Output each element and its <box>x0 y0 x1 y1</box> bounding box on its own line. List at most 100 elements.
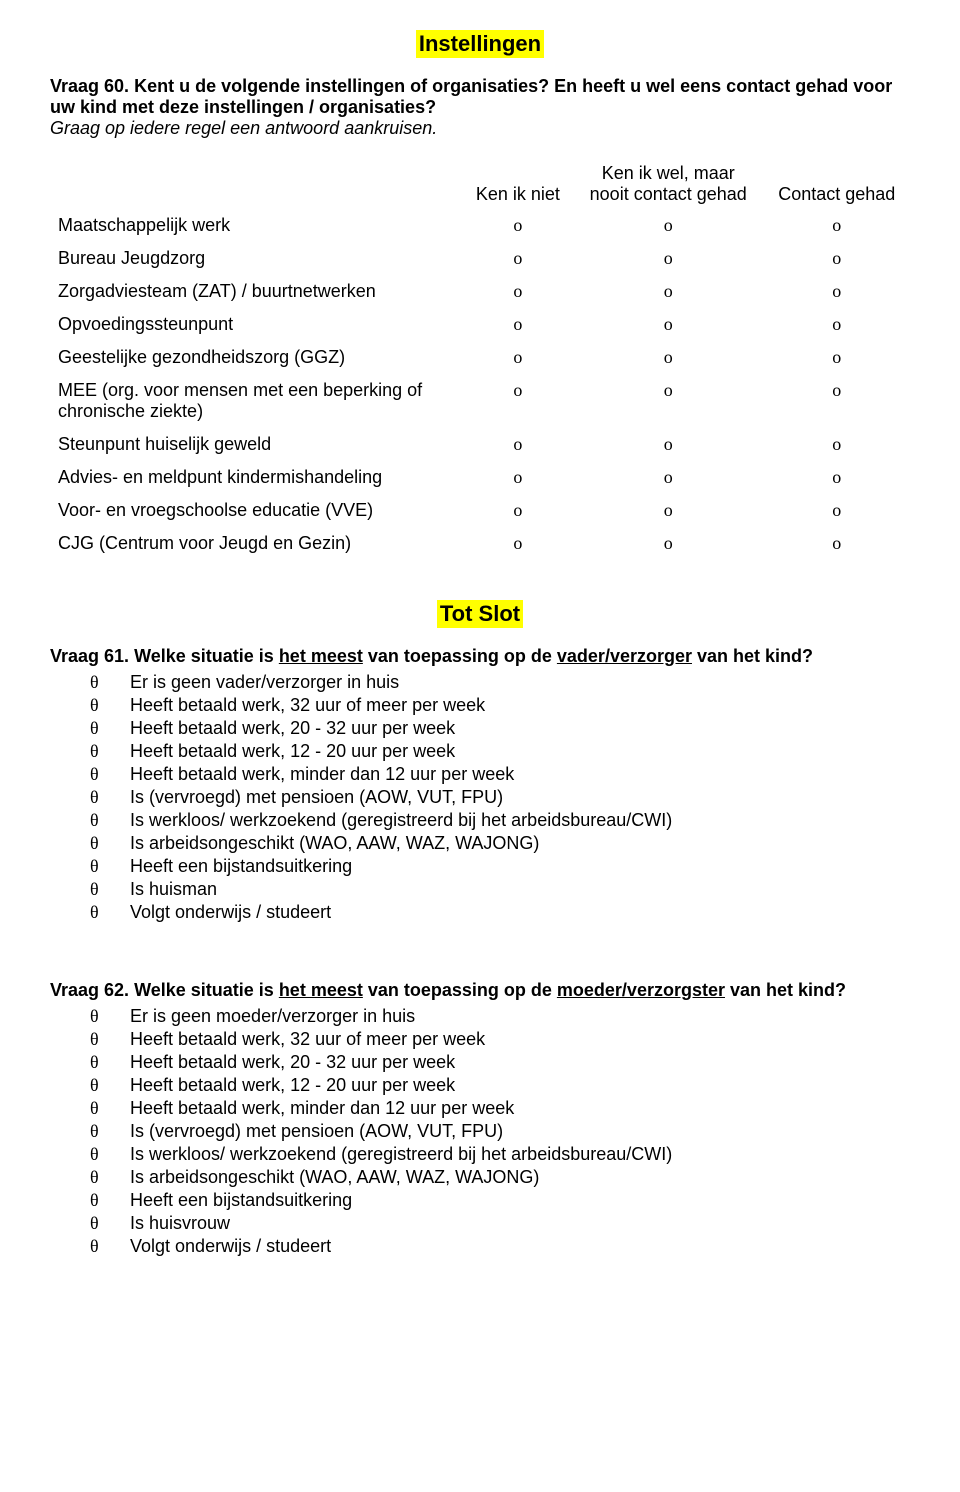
question-61: Vraag 61. Welke situatie is het meest va… <box>50 646 910 924</box>
radio-cell[interactable]: ο <box>463 461 573 494</box>
table-row: Bureau Jeugdzorgοοο <box>50 242 910 275</box>
list-item[interactable]: θIs arbeidsongeschikt (WAO, AAW, WAZ, WA… <box>90 832 910 855</box>
radio-cell[interactable]: ο <box>764 209 911 242</box>
row-label: CJG (Centrum voor Jeugd en Gezin) <box>50 527 463 560</box>
option-bullet: θ <box>90 856 130 877</box>
option-bullet: θ <box>90 1213 130 1234</box>
option-label: Heeft betaald werk, minder dan 12 uur pe… <box>130 764 514 785</box>
option-bullet: θ <box>90 764 130 785</box>
option-bullet: θ <box>90 672 130 693</box>
option-label: Heeft betaald werk, 12 - 20 uur per week <box>130 741 455 762</box>
q60-note: Graag op iedere regel een antwoord aankr… <box>50 118 910 139</box>
list-item[interactable]: θIs (vervroegd) met pensioen (AOW, VUT, … <box>90 786 910 809</box>
row-label: Opvoedingssteunpunt <box>50 308 463 341</box>
option-label: Heeft een bijstandsuitkering <box>130 1190 352 1211</box>
table-row: Maatschappelijk werkοοο <box>50 209 910 242</box>
list-item[interactable]: θHeeft betaald werk, minder dan 12 uur p… <box>90 1097 910 1120</box>
radio-cell[interactable]: ο <box>764 308 911 341</box>
radio-cell[interactable]: ο <box>764 242 911 275</box>
row-label: Geestelijke gezondheidszorg (GGZ) <box>50 341 463 374</box>
list-item[interactable]: θHeeft betaald werk, minder dan 12 uur p… <box>90 763 910 786</box>
option-label: Is (vervroegd) met pensioen (AOW, VUT, F… <box>130 1121 503 1142</box>
table-row: Zorgadviesteam (ZAT) / buurtnetwerkenοοο <box>50 275 910 308</box>
radio-cell[interactable]: ο <box>764 494 911 527</box>
radio-cell[interactable]: ο <box>573 461 764 494</box>
option-bullet: θ <box>90 718 130 739</box>
list-item[interactable]: θHeeft betaald werk, 32 uur of meer per … <box>90 694 910 717</box>
option-label: Heeft betaald werk, 12 - 20 uur per week <box>130 1075 455 1096</box>
radio-cell[interactable]: ο <box>463 209 573 242</box>
radio-cell[interactable]: ο <box>764 374 911 428</box>
list-item[interactable]: θEr is geen moeder/verzorger in huis <box>90 1005 910 1028</box>
radio-cell[interactable]: ο <box>463 242 573 275</box>
option-bullet: θ <box>90 1190 130 1211</box>
radio-cell[interactable]: ο <box>764 428 911 461</box>
radio-cell[interactable]: ο <box>764 341 911 374</box>
list-item[interactable]: θIs werkloos/ werkzoekend (geregistreerd… <box>90 1143 910 1166</box>
radio-cell[interactable]: ο <box>463 374 573 428</box>
option-label: Is huisman <box>130 879 217 900</box>
list-item[interactable]: θHeeft betaald werk, 12 - 20 uur per wee… <box>90 1074 910 1097</box>
option-bullet: θ <box>90 695 130 716</box>
section-title-instellingen: Instellingen <box>416 30 544 58</box>
radio-cell[interactable]: ο <box>764 461 911 494</box>
list-item[interactable]: θHeeft betaald werk, 20 - 32 uur per wee… <box>90 1051 910 1074</box>
radio-cell[interactable]: ο <box>573 428 764 461</box>
option-label: Is werkloos/ werkzoekend (geregistreerd … <box>130 1144 672 1165</box>
radio-cell[interactable]: ο <box>463 341 573 374</box>
option-label: Is arbeidsongeschikt (WAO, AAW, WAZ, WAJ… <box>130 833 539 854</box>
option-bullet: θ <box>90 1121 130 1142</box>
list-item[interactable]: θHeeft een bijstandsuitkering <box>90 855 910 878</box>
q60-table: Ken ik niet Ken ik wel, maar nooit conta… <box>50 159 910 560</box>
list-item[interactable]: θIs huisvrouw <box>90 1212 910 1235</box>
section-title-totslot: Tot Slot <box>437 600 523 628</box>
radio-cell[interactable]: ο <box>573 308 764 341</box>
radio-cell[interactable]: ο <box>573 374 764 428</box>
option-label: Is arbeidsongeschikt (WAO, AAW, WAZ, WAJ… <box>130 1167 539 1188</box>
option-label: Heeft betaald werk, 32 uur of meer per w… <box>130 695 485 716</box>
col-header-2: Ken ik wel, maar nooit contact gehad <box>573 159 764 209</box>
option-bullet: θ <box>90 1075 130 1096</box>
option-bullet: θ <box>90 787 130 808</box>
radio-cell[interactable]: ο <box>573 242 764 275</box>
option-bullet: θ <box>90 1144 130 1165</box>
list-item[interactable]: θIs huisman <box>90 878 910 901</box>
table-row: Geestelijke gezondheidszorg (GGZ)οοο <box>50 341 910 374</box>
list-item[interactable]: θIs arbeidsongeschikt (WAO, AAW, WAZ, WA… <box>90 1166 910 1189</box>
list-item[interactable]: θEr is geen vader/verzorger in huis <box>90 671 910 694</box>
list-item[interactable]: θHeeft betaald werk, 32 uur of meer per … <box>90 1028 910 1051</box>
radio-cell[interactable]: ο <box>463 275 573 308</box>
option-label: Heeft betaald werk, 32 uur of meer per w… <box>130 1029 485 1050</box>
q62-options: θEr is geen moeder/verzorger in huisθHee… <box>90 1005 910 1258</box>
option-bullet: θ <box>90 1006 130 1027</box>
q61-options: θEr is geen vader/verzorger in huisθHeef… <box>90 671 910 924</box>
radio-cell[interactable]: ο <box>764 527 911 560</box>
option-bullet: θ <box>90 1052 130 1073</box>
row-label: Zorgadviesteam (ZAT) / buurtnetwerken <box>50 275 463 308</box>
radio-cell[interactable]: ο <box>573 209 764 242</box>
row-label: Bureau Jeugdzorg <box>50 242 463 275</box>
option-label: Heeft betaald werk, minder dan 12 uur pe… <box>130 1098 514 1119</box>
list-item[interactable]: θHeeft betaald werk, 20 - 32 uur per wee… <box>90 717 910 740</box>
option-bullet: θ <box>90 1098 130 1119</box>
radio-cell[interactable]: ο <box>573 494 764 527</box>
q60-number: Vraag 60. <box>50 76 129 96</box>
list-item[interactable]: θVolgt onderwijs / studeert <box>90 901 910 924</box>
radio-cell[interactable]: ο <box>573 341 764 374</box>
radio-cell[interactable]: ο <box>764 275 911 308</box>
radio-cell[interactable]: ο <box>463 308 573 341</box>
option-bullet: θ <box>90 1236 130 1257</box>
option-bullet: θ <box>90 741 130 762</box>
radio-cell[interactable]: ο <box>463 527 573 560</box>
radio-cell[interactable]: ο <box>463 494 573 527</box>
radio-cell[interactable]: ο <box>573 527 764 560</box>
radio-cell[interactable]: ο <box>573 275 764 308</box>
radio-cell[interactable]: ο <box>463 428 573 461</box>
list-item[interactable]: θVolgt onderwijs / studeert <box>90 1235 910 1258</box>
list-item[interactable]: θHeeft een bijstandsuitkering <box>90 1189 910 1212</box>
list-item[interactable]: θIs werkloos/ werkzoekend (geregistreerd… <box>90 809 910 832</box>
list-item[interactable]: θIs (vervroegd) met pensioen (AOW, VUT, … <box>90 1120 910 1143</box>
option-label: Heeft betaald werk, 20 - 32 uur per week <box>130 1052 455 1073</box>
row-label: Voor- en vroegschoolse educatie (VVE) <box>50 494 463 527</box>
list-item[interactable]: θHeeft betaald werk, 12 - 20 uur per wee… <box>90 740 910 763</box>
